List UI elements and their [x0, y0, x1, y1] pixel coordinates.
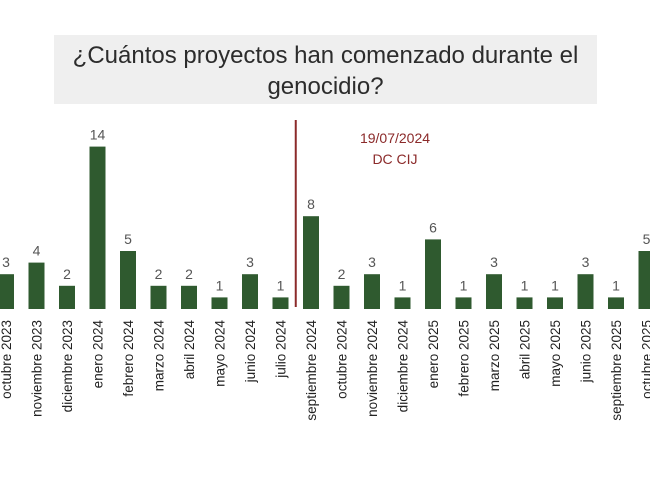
- tick-label-febrero-2024: febrero 2024: [121, 320, 136, 397]
- tick-label-junio-2024: junio 2024: [243, 320, 258, 384]
- value-label-septiembre-2025: 1: [612, 277, 620, 293]
- value-label-octubre-2025: 5: [643, 231, 650, 247]
- tick-label-octubre-2023: octubre 2023: [0, 320, 14, 399]
- tick-label-octubre-2024: octubre 2024: [335, 320, 350, 399]
- tick-label-septiembre-2025: septiembre 2025: [609, 320, 624, 421]
- chart-title-line-2: genocidio?: [267, 73, 384, 100]
- value-label-mayo-2025: 1: [551, 277, 559, 293]
- value-label-noviembre-2024: 3: [368, 254, 376, 270]
- tick-label-diciembre-2023: diciembre 2023: [60, 320, 75, 412]
- tick-label-febrero-2025: febrero 2025: [457, 320, 472, 397]
- value-label-octubre-2023: 3: [2, 254, 10, 270]
- value-label-junio-2025: 3: [582, 254, 590, 270]
- tick-label-marzo-2024: marzo 2024: [152, 320, 167, 392]
- value-label-enero-2025: 6: [429, 219, 437, 235]
- bar-septiembre-2025: [608, 297, 624, 309]
- tick-label-octubre-2025: octubre 2025: [640, 320, 650, 399]
- chart-title: ¿Cuántos proyectos han comenzado durante…: [54, 35, 597, 104]
- bar-septiembre-2024: [303, 216, 319, 309]
- bar-octubre-2023: [0, 274, 14, 309]
- tick-label-mayo-2024: mayo 2024: [213, 320, 228, 387]
- tick-label-noviembre-2023: noviembre 2023: [30, 320, 45, 417]
- value-label-marzo-2025: 3: [490, 254, 498, 270]
- tick-label-abril-2025: abril 2025: [518, 320, 533, 379]
- event-annotation-date: 19/07/2024: [360, 130, 430, 146]
- bar-noviembre-2023: [28, 262, 45, 309]
- value-label-abril-2024: 2: [185, 266, 193, 282]
- bar-abril-2024: [181, 285, 197, 309]
- value-label-septiembre-2024: 8: [307, 196, 315, 212]
- value-label-abril-2025: 1: [521, 277, 529, 293]
- value-label-octubre-2024: 2: [338, 266, 346, 282]
- tick-label-noviembre-2024: noviembre 2024: [365, 320, 380, 417]
- bar-febrero-2025: [455, 297, 472, 309]
- bar-junio-2025: [577, 274, 594, 309]
- bar-diciembre-2024: [394, 297, 411, 309]
- bar-abril-2025: [516, 297, 533, 309]
- tick-label-enero-2025: enero 2025: [426, 320, 441, 388]
- bar-mayo-2025: [547, 297, 563, 309]
- bar-mayo-2024: [211, 297, 228, 309]
- tick-label-mayo-2025: mayo 2025: [548, 320, 563, 387]
- bar-octubre-2025: [638, 251, 650, 309]
- tick-label-septiembre-2024: septiembre 2024: [304, 320, 319, 421]
- value-label-marzo-2024: 2: [155, 266, 163, 282]
- bar-diciembre-2023: [59, 285, 75, 309]
- bar-julio-2024: [272, 297, 289, 309]
- value-label-noviembre-2023: 4: [33, 243, 41, 259]
- value-label-junio-2024: 3: [246, 254, 254, 270]
- tick-label-junio-2025: junio 2025: [579, 320, 594, 383]
- value-label-febrero-2025: 1: [460, 277, 468, 293]
- tick-label-julio-2024: julio 2024: [274, 320, 289, 379]
- tick-label-diciembre-2024: diciembre 2024: [396, 320, 411, 413]
- bar-junio-2024: [242, 274, 258, 309]
- bar-marzo-2025: [486, 274, 502, 309]
- tick-label-abril-2024: abril 2024: [182, 320, 197, 380]
- bar-enero-2025: [425, 239, 441, 309]
- bars-group: 3 octubre 2023 4 noviembre 2023 2 diciembre 2…: [0, 127, 650, 421]
- chart-title-line-1: ¿Cuántos proyectos han comenzado durante…: [72, 42, 579, 69]
- value-label-febrero-2024: 5: [124, 231, 132, 247]
- bar-noviembre-2024: [364, 274, 380, 309]
- tick-label-enero-2024: enero 2024: [91, 320, 106, 389]
- bar-marzo-2024: [150, 285, 167, 309]
- tick-label-marzo-2025: marzo 2025: [487, 320, 502, 391]
- bar-octubre-2024: [333, 285, 350, 309]
- event-annotation-label: DC CIJ: [372, 151, 417, 167]
- bar-enero-2024: [89, 146, 106, 309]
- value-label-diciembre-2024: 1: [399, 277, 407, 293]
- value-label-julio-2024: 1: [277, 277, 285, 293]
- value-label-enero-2024: 14: [90, 127, 106, 143]
- value-label-mayo-2024: 1: [216, 277, 224, 293]
- value-label-diciembre-2023: 2: [63, 266, 71, 282]
- bar-febrero-2024: [120, 251, 136, 309]
